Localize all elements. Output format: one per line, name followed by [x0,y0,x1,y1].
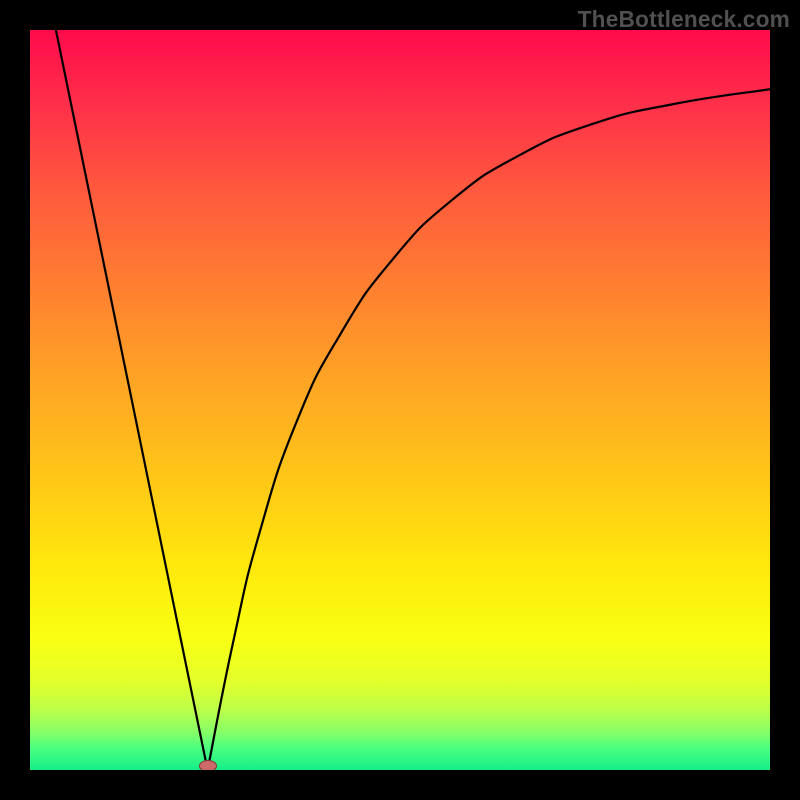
plot-box [30,30,770,770]
chart-frame: TheBottleneck.com [0,0,800,800]
watermark-text: TheBottleneck.com [578,6,790,33]
curve-svg [30,30,770,770]
vertex-marker [199,760,217,770]
plot-inner [30,30,770,770]
curve-path [56,30,770,770]
